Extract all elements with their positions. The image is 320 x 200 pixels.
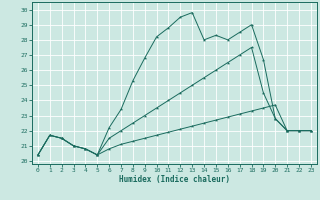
X-axis label: Humidex (Indice chaleur): Humidex (Indice chaleur) (119, 175, 230, 184)
